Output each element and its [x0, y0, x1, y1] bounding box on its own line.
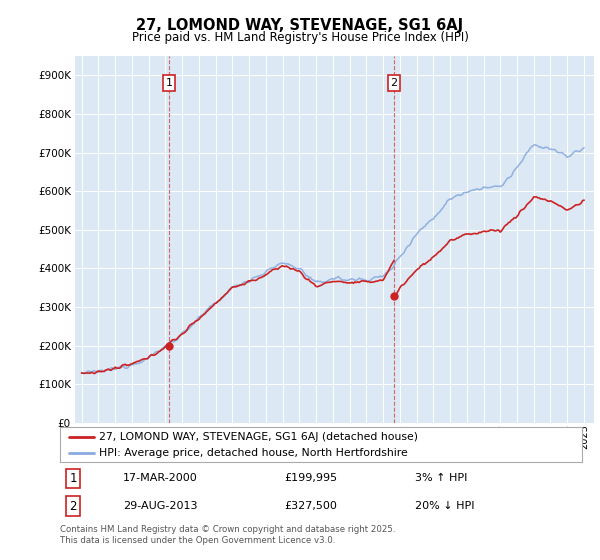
Text: 17-MAR-2000: 17-MAR-2000	[122, 473, 197, 483]
Text: 20% ↓ HPI: 20% ↓ HPI	[415, 501, 475, 511]
Text: Price paid vs. HM Land Registry's House Price Index (HPI): Price paid vs. HM Land Registry's House …	[131, 31, 469, 44]
Text: 2: 2	[70, 500, 77, 512]
Text: 3% ↑ HPI: 3% ↑ HPI	[415, 473, 467, 483]
Text: 1: 1	[70, 472, 77, 485]
Text: Contains HM Land Registry data © Crown copyright and database right 2025.
This d: Contains HM Land Registry data © Crown c…	[60, 525, 395, 545]
Text: 2: 2	[391, 78, 398, 88]
Text: 1: 1	[166, 78, 172, 88]
Text: £327,500: £327,500	[284, 501, 337, 511]
Text: 29-AUG-2013: 29-AUG-2013	[122, 501, 197, 511]
Text: HPI: Average price, detached house, North Hertfordshire: HPI: Average price, detached house, Nort…	[99, 449, 408, 458]
Text: 27, LOMOND WAY, STEVENAGE, SG1 6AJ (detached house): 27, LOMOND WAY, STEVENAGE, SG1 6AJ (deta…	[99, 432, 418, 442]
Text: £199,995: £199,995	[284, 473, 338, 483]
Text: 27, LOMOND WAY, STEVENAGE, SG1 6AJ: 27, LOMOND WAY, STEVENAGE, SG1 6AJ	[136, 18, 464, 33]
